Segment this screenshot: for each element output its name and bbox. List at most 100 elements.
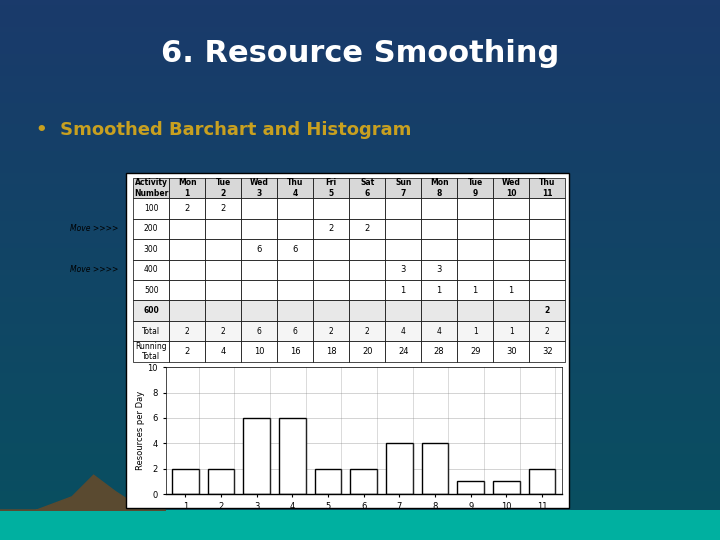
Bar (0, 351, 720, 356)
Bar (0, 194, 720, 200)
Bar (0, 103, 720, 108)
Bar (0, 70, 720, 76)
Bar (0, 308, 720, 313)
Bar (0, 108, 720, 113)
Bar (0, 524, 720, 529)
Bar (0, 227, 720, 232)
Text: Move >>>>: Move >>>> (71, 224, 119, 233)
Bar (0, 140, 720, 146)
Bar (0, 130, 720, 135)
Bar (0, 157, 720, 162)
Bar (0, 400, 720, 405)
Bar (0, 173, 720, 178)
Bar (0, 378, 720, 383)
Bar (0, 216, 720, 221)
Bar (0, 510, 720, 540)
Bar (0, 427, 720, 432)
Bar (0, 443, 720, 448)
Bar (0, 146, 720, 151)
Bar (0, 518, 720, 524)
Bar (0, 76, 720, 81)
Bar (0, 11, 720, 16)
Bar (0, 162, 720, 167)
Bar (422, 443, 449, 494)
Bar (0, 329, 720, 335)
Bar (0, 491, 720, 497)
Bar (0, 232, 720, 238)
Bar (0, 437, 720, 443)
Bar (0, 421, 720, 427)
Bar (0, 389, 720, 394)
Bar (0, 410, 720, 416)
Bar (0, 340, 720, 346)
Bar (0, 297, 720, 302)
Bar (0, 238, 720, 243)
Bar (0, 281, 720, 286)
Bar (0, 0, 720, 5)
Bar (0, 448, 720, 454)
Bar (0, 189, 720, 194)
Bar (0, 243, 720, 248)
Bar (0, 432, 720, 437)
Bar (0, 16, 720, 22)
Bar (0, 254, 720, 259)
Bar (0, 49, 720, 54)
Bar (0, 32, 720, 38)
Bar (0, 313, 720, 319)
Bar (0, 535, 720, 540)
Bar (0, 54, 720, 59)
Bar (0, 92, 720, 97)
Bar (0, 416, 720, 421)
Bar (0, 27, 720, 32)
Bar (0, 481, 720, 486)
Bar (0, 211, 720, 216)
Bar (0, 59, 720, 65)
Bar (0, 5, 720, 11)
Bar (0, 43, 720, 49)
Bar (0, 119, 720, 124)
Bar (0, 265, 720, 270)
Bar (0, 454, 720, 459)
Bar (386, 443, 413, 494)
Bar (0, 335, 720, 340)
Bar (0, 497, 720, 502)
Bar (0, 464, 720, 470)
Bar (0, 151, 720, 157)
Bar (0, 346, 720, 351)
Bar (0, 184, 720, 189)
Bar (0, 367, 720, 373)
Bar (0, 113, 720, 119)
Text: Move >>>>: Move >>>> (71, 265, 119, 274)
Bar (0, 124, 720, 130)
Bar (0, 502, 720, 508)
Bar (0, 97, 720, 103)
Bar (0, 324, 720, 329)
Bar (0, 167, 720, 173)
Bar (0, 373, 720, 378)
Bar (279, 418, 305, 494)
Bar (0, 302, 720, 308)
Text: •  Smoothed Barchart and Histogram: • Smoothed Barchart and Histogram (36, 120, 411, 139)
Bar (0, 65, 720, 70)
Bar (0, 135, 720, 140)
Bar (0, 270, 720, 275)
Bar (0, 470, 720, 475)
Bar (0, 178, 720, 184)
Bar (528, 469, 555, 494)
Bar (0, 513, 720, 518)
Bar (0, 86, 720, 92)
Bar (0, 81, 720, 86)
Bar (243, 418, 270, 494)
Bar (0, 394, 720, 400)
Bar (0, 38, 720, 43)
Bar (0, 292, 720, 297)
Bar (207, 469, 234, 494)
Bar (457, 482, 484, 494)
Bar (0, 508, 720, 513)
Bar (0, 248, 720, 254)
Polygon shape (0, 475, 166, 510)
Bar (0, 362, 720, 367)
Bar (0, 319, 720, 324)
Bar (0, 200, 720, 205)
Bar (0, 356, 720, 362)
